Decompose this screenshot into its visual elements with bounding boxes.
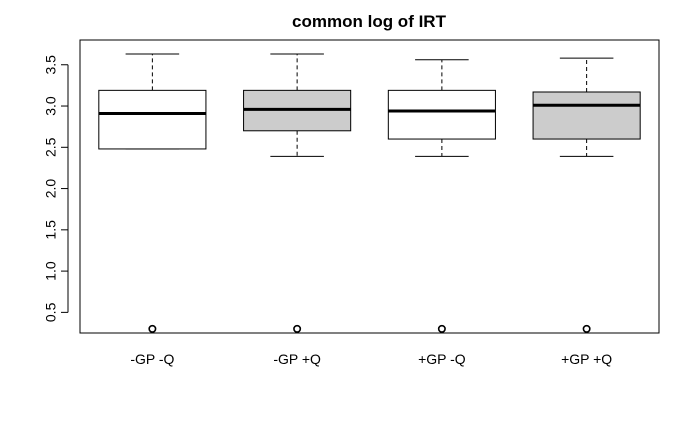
outlier-point — [437, 324, 446, 333]
box — [98, 89, 207, 150]
x-tick-label: +GP +Q — [561, 351, 612, 367]
y-tick-label: 0.5 — [43, 302, 59, 322]
box-group — [387, 59, 496, 333]
outlier-point — [582, 324, 591, 333]
x-axis: -GP -Q -GP +Q +GP -Q +GP +Q — [130, 351, 612, 367]
y-tick-label: 2.0 — [43, 179, 59, 199]
y-tick-label: 2.5 — [43, 137, 59, 157]
x-tick-label: +GP -Q — [418, 351, 466, 367]
outlier-point — [148, 324, 157, 333]
chart-title: common log of IRT — [292, 12, 447, 31]
outlier-point — [293, 324, 302, 333]
y-tick-label: 3.0 — [43, 96, 59, 116]
boxes — [98, 53, 641, 333]
y-tick-label: 1.5 — [43, 220, 59, 240]
y-tick-label: 3.5 — [43, 55, 59, 75]
plot-frame — [79, 39, 660, 334]
box-group — [243, 53, 352, 333]
x-tick-label: -GP +Q — [273, 351, 321, 367]
y-tick-label: 1.0 — [43, 261, 59, 281]
x-tick-label: -GP -Q — [130, 351, 174, 367]
box-group — [532, 57, 641, 333]
box — [532, 91, 641, 140]
box — [387, 89, 496, 140]
box-group — [98, 53, 207, 333]
y-axis: 0.5 1.0 1.5 2.0 2.5 3.0 3.5 — [43, 55, 69, 322]
